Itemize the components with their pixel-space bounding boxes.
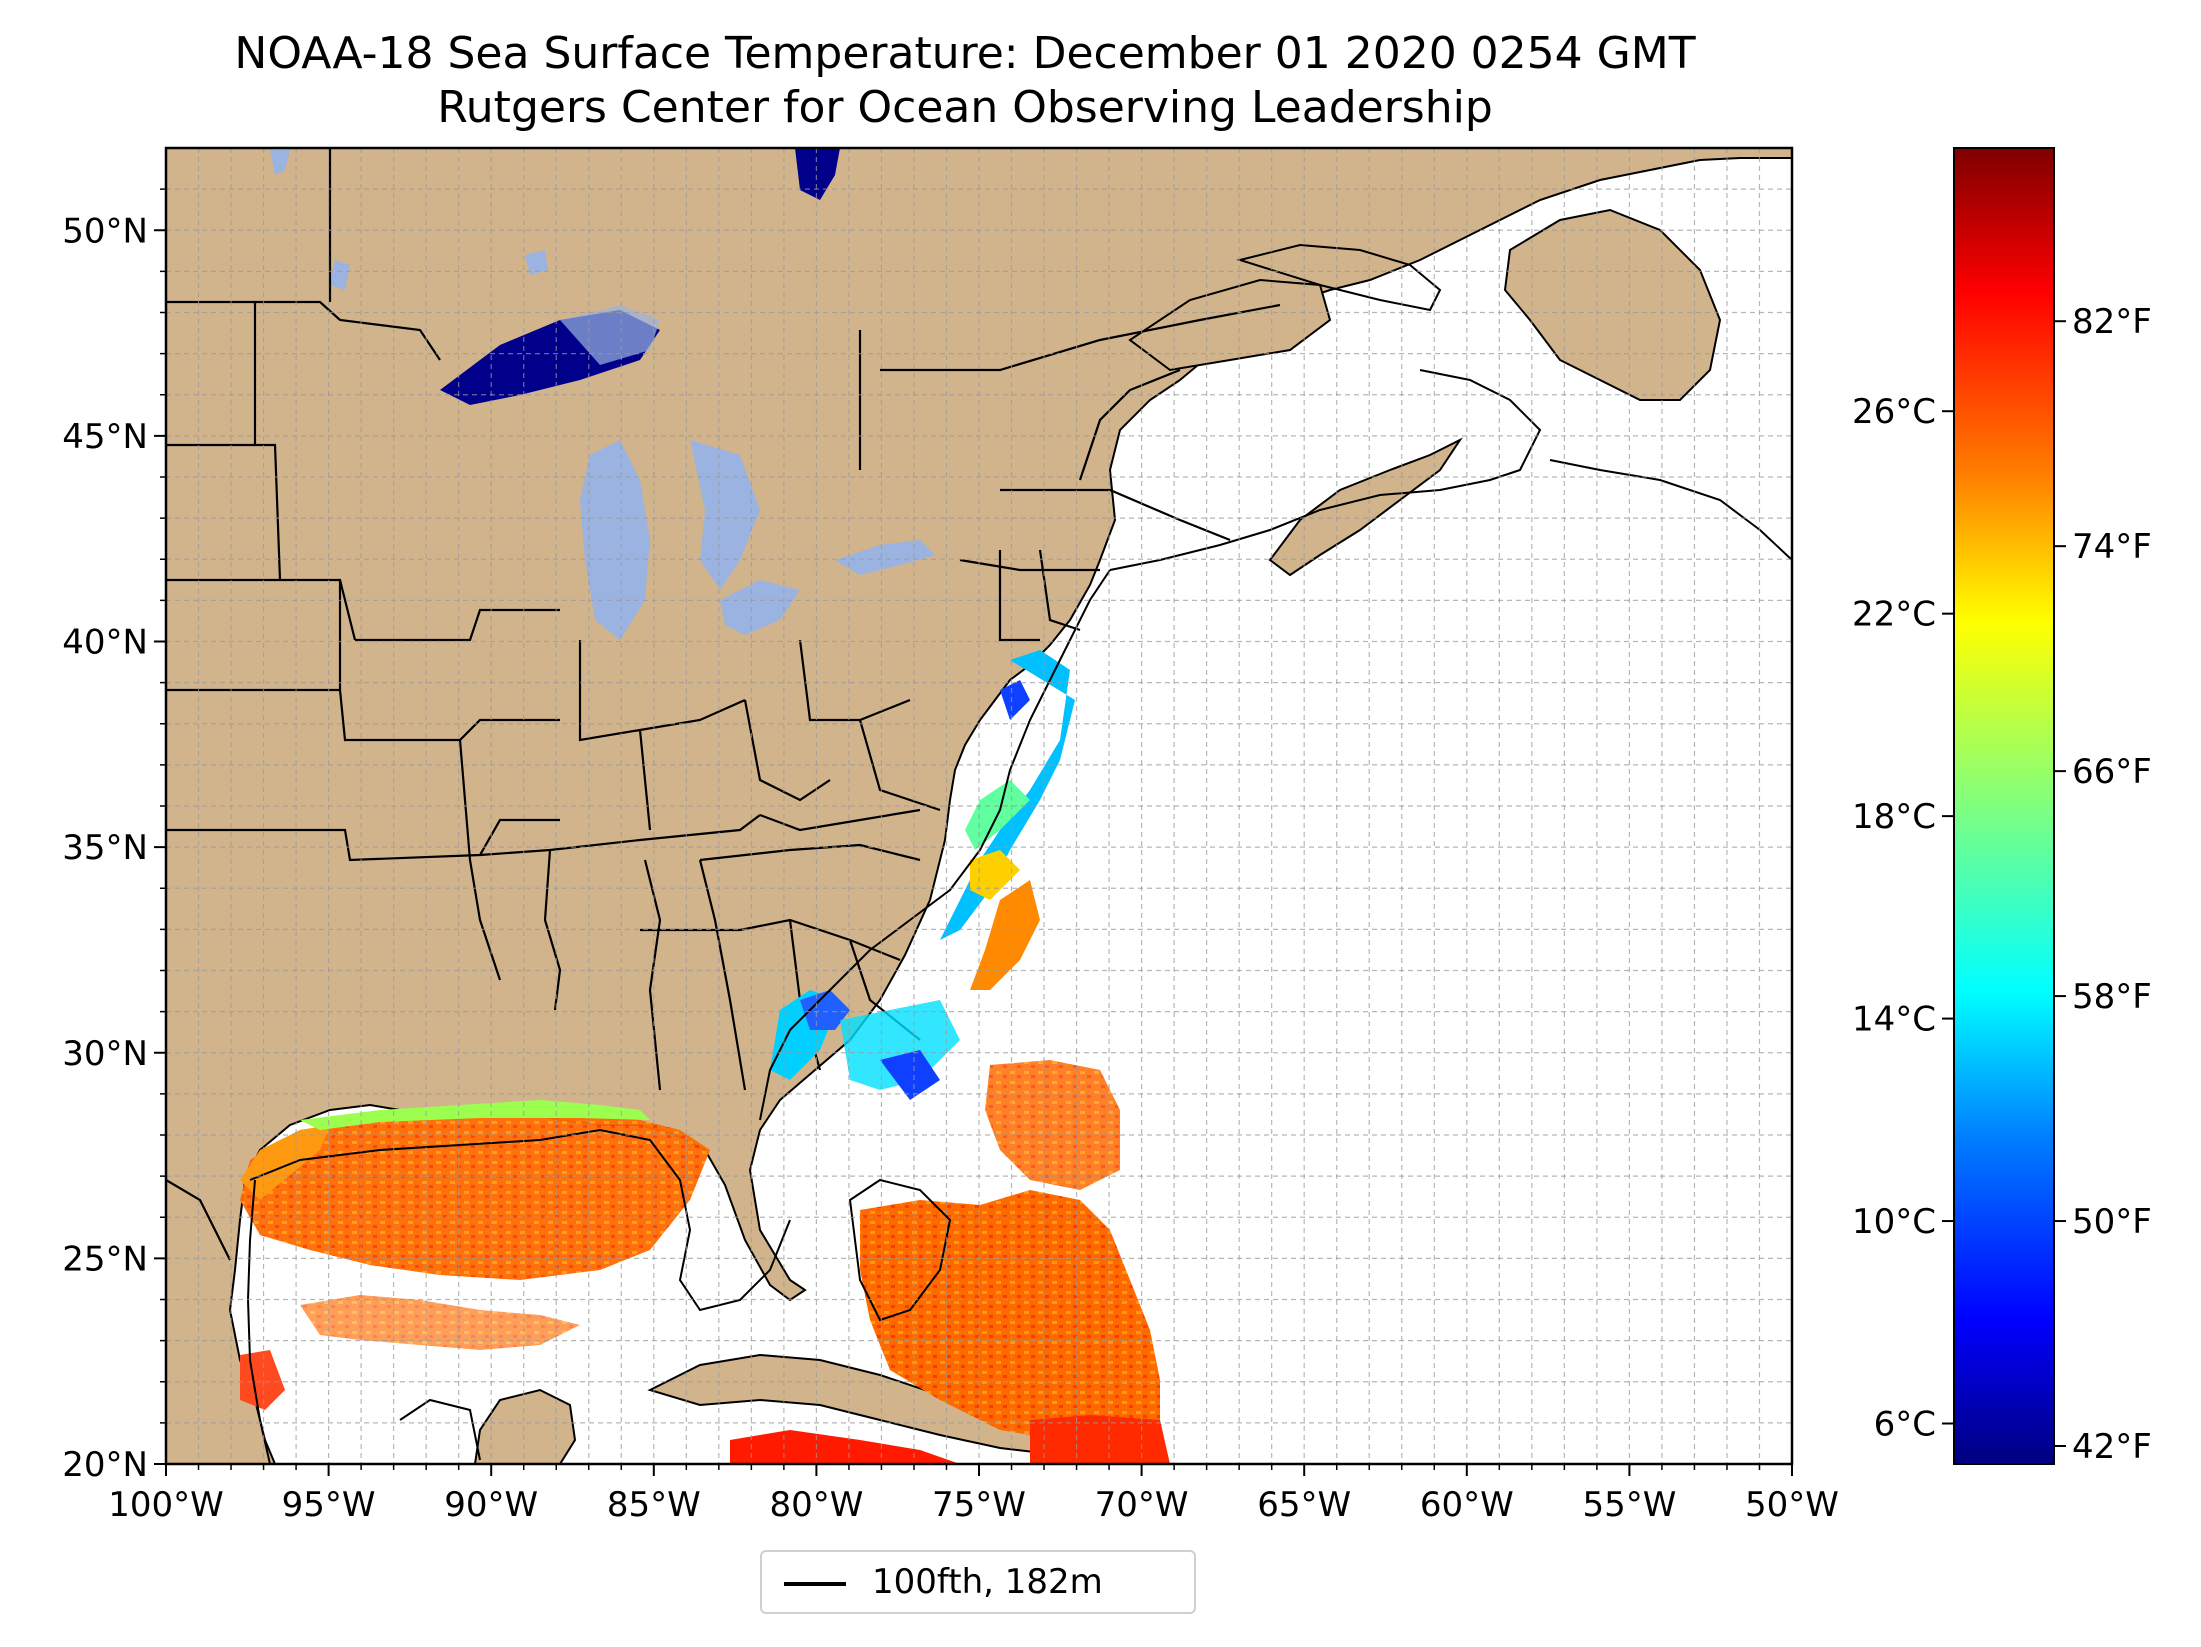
map-subtitle: Rutgers Center for Ocean Observing Leade…: [437, 82, 1493, 133]
lon-tick-label: 95°W: [282, 1485, 376, 1525]
graticule-grid: [166, 148, 1792, 1464]
lat-tick-label: 45°N: [62, 417, 148, 457]
political-borders: [166, 148, 1281, 1261]
lon-tick-label: 80°W: [769, 1485, 863, 1525]
latitude-axis: 20°N 25°N 30°N 35°N 40°N 45°N 50°N: [62, 188, 166, 1485]
lon-tick-label: 60°W: [1420, 1485, 1514, 1525]
celsius-tick-label: 10°C: [1852, 1202, 1936, 1242]
celsius-tick-label: 22°C: [1852, 595, 1936, 635]
fahrenheit-tick-label: 50°F: [2072, 1202, 2152, 1242]
fahrenheit-tick-label: 74°F: [2072, 527, 2152, 567]
celsius-tick-label: 6°C: [1874, 1405, 1936, 1445]
celsius-tick-label: 18°C: [1852, 797, 1936, 837]
longitude-axis: 100°W 95°W 90°W 85°W 80°W 75°W 70°W 65°W 60°W 55°…: [108, 1464, 1839, 1525]
lat-tick-label: 50°N: [62, 211, 148, 251]
colorbar-fahrenheit-ticks: 42°F 50°F 58°F 66°F 74°F 82°F: [2054, 302, 2152, 1467]
land-yucatan: [473, 1388, 577, 1464]
fahrenheit-tick-label: 66°F: [2072, 752, 2152, 792]
lat-tick-label: 35°N: [62, 828, 148, 868]
lon-tick-label: 65°W: [1257, 1485, 1351, 1525]
lat-tick-label: 20°N: [62, 1445, 148, 1485]
fahrenheit-tick-label: 82°F: [2072, 302, 2152, 342]
fahrenheit-tick-label: 42°F: [2072, 1427, 2152, 1467]
fahrenheit-tick-label: 58°F: [2072, 977, 2152, 1017]
lat-tick-label: 25°N: [62, 1239, 148, 1279]
lon-tick-label: 75°W: [932, 1485, 1026, 1525]
lon-tick-label: 70°W: [1095, 1485, 1189, 1525]
legend-line-swatch: [784, 1582, 846, 1586]
lon-tick-label: 100°W: [108, 1485, 224, 1525]
map-title: NOAA-18 Sea Surface Temperature: Decembe…: [234, 28, 1696, 79]
lon-tick-label: 90°W: [444, 1485, 538, 1525]
lon-tick-label: 85°W: [607, 1485, 701, 1525]
celsius-tick-label: 26°C: [1852, 392, 1936, 432]
land-gaspe: [1128, 278, 1332, 372]
legend-label: 100fth, 182m: [872, 1562, 1103, 1602]
colorbar-celsius-ticks: 6°C 10°C 14°C 18°C 22°C 26°C: [1852, 392, 1954, 1445]
lat-tick-label: 40°N: [62, 623, 148, 663]
map-legend: 100fth, 182m: [760, 1550, 1196, 1614]
colorbar: [1953, 147, 2055, 1465]
lat-tick-label: 30°N: [62, 1034, 148, 1074]
lon-tick-label: 50°W: [1745, 1485, 1839, 1525]
land-nova-scotia: [1268, 437, 1463, 577]
lon-tick-label: 55°W: [1582, 1485, 1676, 1525]
celsius-tick-label: 14°C: [1852, 1000, 1936, 1040]
